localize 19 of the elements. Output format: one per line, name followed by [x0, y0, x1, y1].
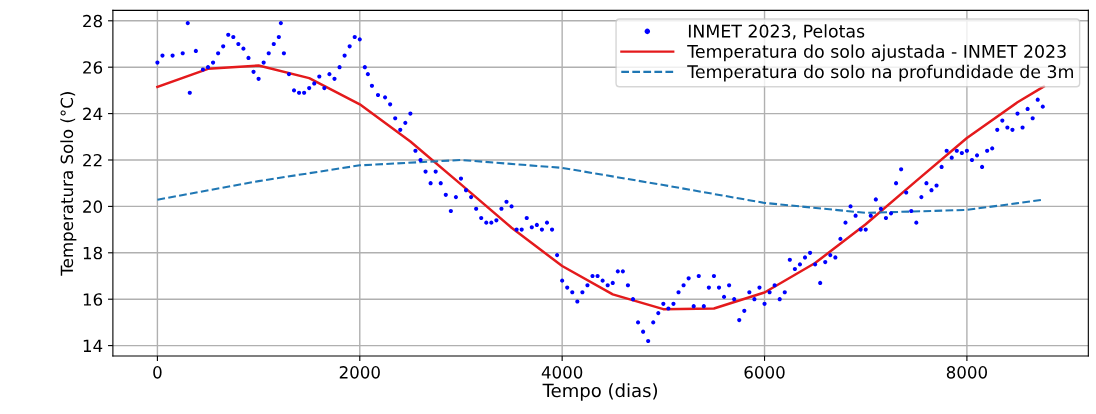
y-tick-label: 24	[83, 107, 103, 120]
y-tick-label: 22	[83, 153, 102, 167]
y-tick-label: 20	[83, 200, 103, 213]
y-axis-title: Temperatura Solo (°C)	[60, 92, 77, 276]
x-axis-title: Tempo (dias)	[542, 383, 658, 401]
x-tick-label: 0	[153, 366, 162, 379]
legend-label: INMET 2023, Pelotas	[688, 24, 865, 40]
y-tick-label: 18	[83, 246, 103, 260]
y-tick-label: 14	[83, 339, 103, 352]
y-tick-label: 28	[83, 14, 103, 28]
x-tick-label: 2000	[339, 366, 380, 379]
x-tick-label: 4000	[541, 366, 583, 379]
x-tick-label: 6000	[744, 366, 785, 379]
legend-label: Temperatura do solo na profundidade de 3m	[687, 64, 1073, 82]
line-series	[156, 64, 1046, 311]
y-tick-label: 16	[83, 293, 103, 306]
x-tick-label: 8000	[946, 366, 987, 379]
y-tick-label: 26	[83, 61, 103, 74]
legend-label: Temperatura do solo ajustada - INMET 2023	[687, 44, 1066, 62]
